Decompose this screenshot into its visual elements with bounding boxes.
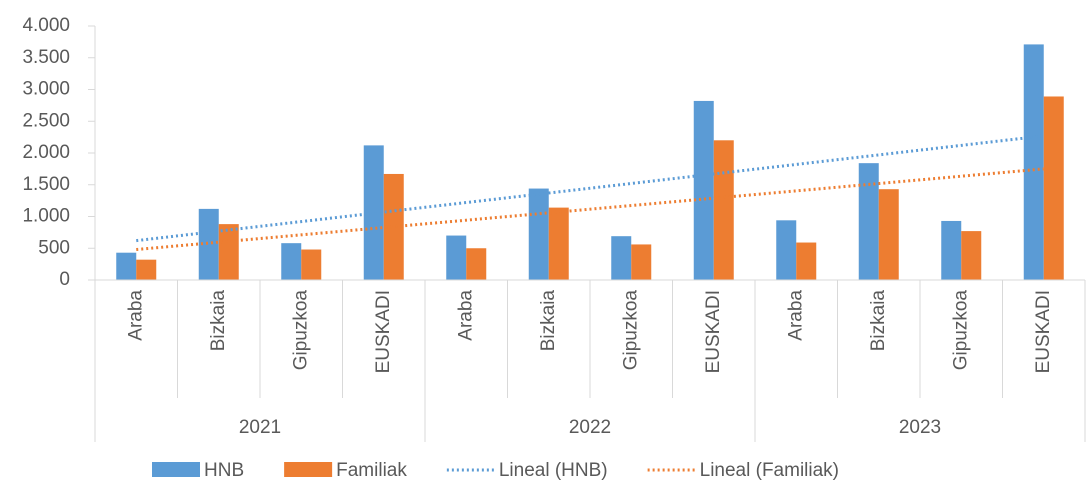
bar bbox=[446, 235, 467, 280]
bar bbox=[1043, 96, 1064, 280]
x-tick-label: Bizkaia bbox=[208, 290, 229, 352]
x-tick-label: Gipuzkoa bbox=[950, 290, 971, 371]
legend-label: Familiak bbox=[336, 460, 407, 481]
x-tick-label: Araba bbox=[125, 290, 146, 341]
legend-label: Lineal (Familiak) bbox=[700, 460, 839, 481]
x-tick-label: Bizkaia bbox=[868, 290, 889, 352]
bar bbox=[631, 244, 652, 280]
bar bbox=[281, 243, 302, 280]
bar bbox=[858, 163, 879, 280]
bar bbox=[363, 145, 384, 280]
y-tick-label: 2.500 bbox=[22, 110, 70, 131]
legend-label: HNB bbox=[204, 460, 244, 481]
group-label: 2023 bbox=[899, 417, 941, 438]
bar bbox=[693, 100, 714, 281]
trendline bbox=[136, 167, 1044, 252]
y-tick-label: 4.000 bbox=[22, 15, 70, 36]
bar bbox=[961, 231, 982, 280]
bar bbox=[1023, 44, 1044, 280]
x-tick-label: EUSKADI bbox=[373, 290, 394, 373]
group-label: 2022 bbox=[569, 417, 611, 438]
x-tick-label: Araba bbox=[785, 290, 806, 341]
bar bbox=[796, 242, 817, 280]
bar bbox=[611, 236, 632, 280]
bar bbox=[528, 188, 549, 280]
y-tick-label: 3.500 bbox=[22, 47, 70, 68]
bar bbox=[878, 189, 899, 280]
bar bbox=[548, 207, 569, 280]
x-tick-label: EUSKADI bbox=[703, 290, 724, 373]
bar bbox=[198, 208, 219, 280]
legend-swatch bbox=[284, 462, 333, 477]
bar bbox=[301, 249, 322, 280]
trendline bbox=[136, 134, 1044, 243]
x-tick-label: Bizkaia bbox=[538, 290, 559, 352]
bar bbox=[713, 140, 734, 280]
group-label: 2021 bbox=[239, 417, 281, 438]
x-tick-label: Araba bbox=[455, 290, 476, 341]
legend-swatch bbox=[152, 462, 200, 477]
bar bbox=[383, 173, 404, 280]
bar bbox=[466, 248, 487, 280]
y-tick-label: 2.000 bbox=[22, 142, 70, 163]
x-tick-label: EUSKADI bbox=[1033, 290, 1054, 373]
bar bbox=[116, 252, 137, 280]
bar bbox=[776, 220, 797, 280]
x-tick-label: Gipuzkoa bbox=[290, 290, 311, 371]
y-tick-label: 1.000 bbox=[22, 206, 70, 227]
bar bbox=[136, 259, 157, 280]
y-tick-label: 3.000 bbox=[22, 79, 70, 100]
legend-label: Lineal (HNB) bbox=[499, 460, 608, 481]
y-tick-label: 500 bbox=[38, 237, 70, 258]
bar bbox=[218, 224, 239, 280]
bar bbox=[941, 220, 962, 280]
x-tick-label: Gipuzkoa bbox=[620, 290, 641, 371]
y-tick-label: 1.500 bbox=[22, 174, 70, 195]
y-tick-label: 0 bbox=[59, 269, 70, 290]
